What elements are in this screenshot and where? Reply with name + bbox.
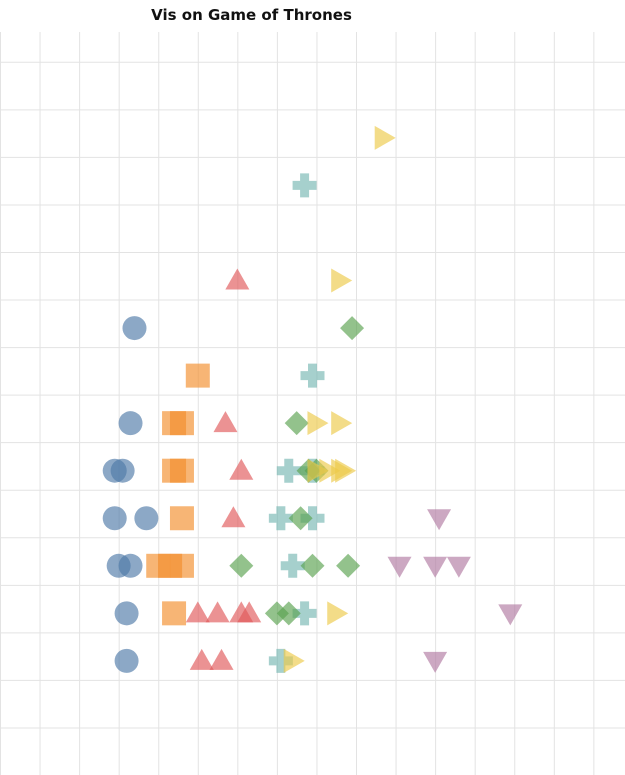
- chart-title: Vis on Game of Thrones: [151, 6, 352, 24]
- data-point-triangle-up-5: [237, 601, 262, 623]
- data-point-diamond-3: [300, 553, 325, 578]
- data-point-triangle-up-6: [221, 506, 246, 528]
- data-point-square-3: [169, 553, 194, 578]
- data-point-triangle-right-5: [335, 458, 357, 483]
- data-point-triangle-down-5: [427, 509, 452, 531]
- data-point-triangle-right-8: [331, 268, 353, 293]
- data-point-plus-8: [292, 173, 317, 198]
- data-point-square-8: [169, 411, 194, 436]
- data-point-plus-3: [268, 506, 293, 531]
- data-point-triangle-up-3: [205, 601, 230, 623]
- data-point-triangle-right-9: [374, 125, 396, 150]
- data-point-triangle-right-2: [307, 458, 329, 483]
- data-point-diamond-9: [340, 316, 365, 341]
- data-point-circle-3: [118, 553, 143, 578]
- data-point-square-0: [162, 601, 187, 626]
- data-point-diamond-0: [229, 553, 254, 578]
- data-point-triangle-up-8: [213, 411, 238, 433]
- data-point-triangle-up-7: [229, 458, 254, 480]
- data-point-circle-5: [134, 506, 159, 531]
- data-point-square-9: [185, 363, 210, 388]
- data-point-plus-2: [280, 553, 305, 578]
- data-point-plus-7: [300, 363, 325, 388]
- data-point-circle-7: [110, 458, 135, 483]
- data-point-plus-5: [276, 458, 301, 483]
- data-point-plus-0: [268, 648, 293, 673]
- data-point-triangle-right-3: [319, 458, 341, 483]
- data-point-circle-4: [102, 506, 127, 531]
- data-point-triangle-up-9: [225, 268, 250, 290]
- data-point-diamond-5: [288, 506, 313, 531]
- data-points: [102, 125, 523, 673]
- data-point-triangle-right-0: [283, 648, 305, 673]
- data-point-diamond-2: [276, 601, 301, 626]
- data-point-plus-1: [292, 601, 317, 626]
- data-point-triangle-down-3: [423, 556, 448, 578]
- data-point-diamond-8: [284, 411, 309, 436]
- data-point-triangle-down-1: [498, 604, 523, 626]
- data-point-triangle-right-6: [307, 411, 329, 436]
- data-point-triangle-up-1: [209, 648, 234, 670]
- data-point-circle-0: [114, 648, 139, 673]
- data-point-triangle-up-2: [185, 601, 210, 623]
- data-point-circle-9: [122, 316, 147, 341]
- data-point-circle-1: [114, 601, 139, 626]
- data-point-square-6: [169, 458, 194, 483]
- data-point-triangle-right-1: [327, 601, 349, 626]
- data-point-circle-8: [118, 411, 143, 436]
- data-point-triangle-down-4: [446, 556, 471, 578]
- grid-lines: [0, 32, 625, 775]
- data-point-triangle-down-2: [387, 556, 412, 578]
- data-point-diamond-4: [336, 553, 361, 578]
- data-point-square-4: [169, 506, 194, 531]
- data-point-triangle-down-0: [423, 651, 448, 673]
- data-point-triangle-up-0: [189, 648, 214, 670]
- data-point-triangle-right-7: [331, 411, 353, 436]
